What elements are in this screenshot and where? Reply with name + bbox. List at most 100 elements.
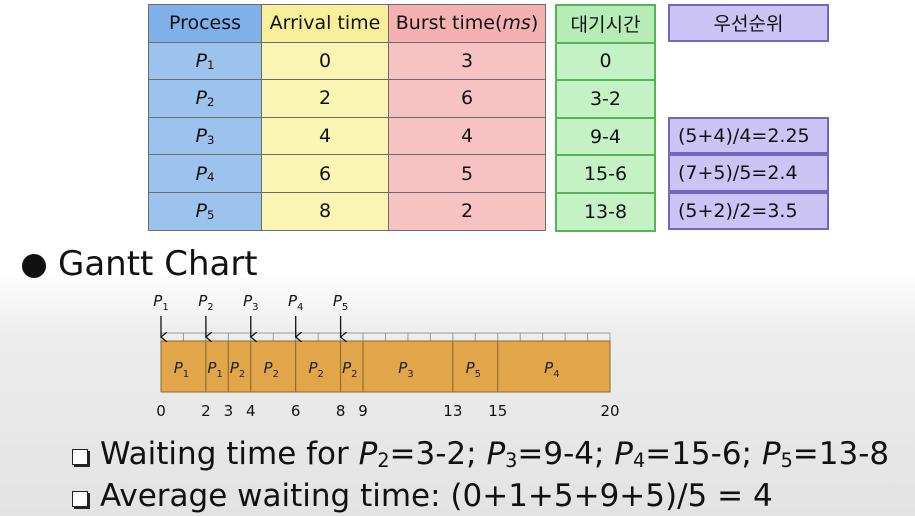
waiting-time-cell: 13-8 — [555, 191, 656, 232]
waiting-time-cell: 3-2 — [555, 79, 656, 119]
gantt-segment — [250, 340, 297, 393]
arrival-label: P5 — [333, 292, 348, 313]
priority-cell: (5+2)/2=3.5 — [668, 192, 829, 230]
waiting-time-table: 대기시간 0 3-2 9-4 15-6 13-8 — [555, 4, 656, 232]
gantt-segment — [160, 340, 207, 393]
process-subscript: 1 — [206, 57, 215, 72]
waiting-time-cell: 9-4 — [555, 116, 656, 157]
gantt-segment-label: P2 — [342, 359, 357, 380]
waiting-item-value: =15-6; — [645, 436, 752, 472]
gantt-segment-label: P2 — [308, 359, 323, 380]
table-row: P3 4 4 — [148, 116, 546, 156]
burst-header-suffix: ) — [530, 12, 539, 35]
waiting-item-subscript: 3 — [505, 448, 518, 472]
time-tick-label: 2 — [201, 402, 211, 420]
priority-cell: (7+5)/5=2.4 — [668, 154, 829, 192]
table-row: P5 8 2 — [148, 191, 546, 231]
time-tick-label: 9 — [358, 402, 368, 420]
burst-cell: 4 — [388, 116, 546, 156]
burst-header-prefix: Burst time( — [395, 12, 503, 35]
arrival-cell: 6 — [261, 154, 389, 193]
arrival-label: P2 — [198, 292, 213, 313]
burst-cell: 2 — [388, 191, 546, 231]
time-tick-label: 0 — [156, 402, 166, 420]
gantt-segment — [295, 340, 342, 393]
header-priority: 우선순위 — [668, 4, 829, 42]
average-waiting-text: Average waiting time: (0+1+5+9+5)/5 = 4 — [100, 478, 773, 514]
waiting-item-name: P — [486, 436, 506, 472]
process-name: P — [195, 200, 207, 223]
table-header-row: Process Arrival time Burst time(ms) — [148, 4, 546, 43]
process-cell: P4 — [148, 154, 262, 193]
arrival-label: P3 — [243, 292, 258, 313]
process-subscript: 3 — [206, 132, 215, 147]
time-tick-label: 20 — [600, 402, 619, 420]
process-cell: P5 — [148, 191, 262, 231]
average-waiting-note: Average waiting time: (0+1+5+9+5)/5 = 4 — [72, 478, 773, 514]
process-name: P — [195, 87, 207, 110]
header-waiting-time: 대기시간 — [555, 4, 656, 44]
arrival-cell: 2 — [261, 79, 389, 118]
table-row: P2 2 6 — [148, 79, 546, 118]
time-tick-label: 3 — [224, 402, 234, 420]
priority-cell: (5+4)/4=2.25 — [668, 116, 829, 155]
bullet-icon — [22, 254, 46, 278]
time-tick-label: 15 — [488, 402, 507, 420]
process-subscript: 5 — [206, 208, 215, 223]
waiting-item-name: P — [614, 436, 633, 472]
gantt-segment-label: P2 — [230, 359, 245, 380]
waiting-item-process: P4 — [614, 436, 645, 472]
waiting-item-value: =3-2; — [389, 436, 477, 472]
waiting-item-process: P2 — [359, 436, 390, 472]
gantt-bars: P1 P1 P2 P2 P2 P2 P3 P5 P4 — [160, 340, 611, 393]
arrival-cell: 8 — [261, 191, 389, 231]
process-subscript: 4 — [206, 170, 215, 185]
waiting-time-prefix: Waiting time for — [100, 436, 359, 472]
waiting-item-name: P — [358, 436, 378, 472]
waiting-time-cell: 0 — [555, 41, 656, 82]
arrival-cell: 4 — [261, 116, 389, 156]
gantt-segment-label: P1 — [174, 359, 189, 380]
gantt-segment — [362, 340, 454, 393]
process-cell: P2 — [148, 79, 262, 118]
gantt-chart-title: Gantt Chart — [58, 244, 258, 284]
gantt-segment — [452, 340, 499, 393]
table-row: P1 0 3 — [148, 41, 546, 81]
arrival-markers: P1 P2 P3 P4 P5 — [153, 292, 348, 337]
waiting-item-subscript: 4 — [633, 448, 646, 472]
time-tick-label: 6 — [291, 402, 301, 420]
process-table: Process Arrival time Burst time(ms) P1 0… — [148, 4, 546, 231]
process-name: P — [195, 49, 207, 72]
time-tick-label: 13 — [443, 402, 462, 420]
process-cell: P1 — [148, 41, 262, 81]
process-subscript: 2 — [206, 95, 215, 110]
time-axis: 0 2 3 4 6 8 9 13 15 20 — [156, 402, 619, 420]
waiting-item-subscript: 2 — [377, 448, 390, 472]
gantt-segment-label: P2 — [264, 359, 279, 380]
waiting-time-note: Waiting time for P2 =3-2; P3 =9-4; P4 =15-6… — [72, 436, 889, 472]
arrival-label: P1 — [153, 292, 168, 313]
waiting-item-name: P — [761, 436, 781, 472]
process-name: P — [195, 162, 207, 185]
time-tick-label: 8 — [336, 402, 346, 420]
header-process: Process — [148, 4, 262, 43]
waiting-item-value: =9-4; — [517, 436, 605, 472]
gantt-segment — [497, 340, 611, 393]
table-row: P4 6 5 — [148, 154, 546, 193]
checkbox-bullet-icon — [72, 449, 88, 465]
gantt-segment-label: P4 — [544, 359, 559, 380]
gantt-segment-label: P3 — [398, 359, 413, 380]
time-tick-label: 4 — [246, 402, 256, 420]
process-cell: P3 — [148, 116, 262, 156]
burst-cell: 5 — [388, 154, 546, 193]
waiting-item-process: P5 — [762, 436, 793, 472]
gantt-segment-label: P1 — [207, 359, 222, 380]
waiting-item-value: =13-8 — [792, 436, 890, 472]
burst-cell: 3 — [388, 41, 546, 81]
burst-cell: 6 — [388, 79, 546, 118]
burst-header-unit: ms — [502, 12, 531, 35]
process-name: P — [195, 125, 207, 148]
waiting-item-process: P3 — [486, 436, 517, 472]
waiting-time-cell: 15-6 — [555, 154, 656, 194]
arrival-label: P4 — [288, 292, 303, 313]
